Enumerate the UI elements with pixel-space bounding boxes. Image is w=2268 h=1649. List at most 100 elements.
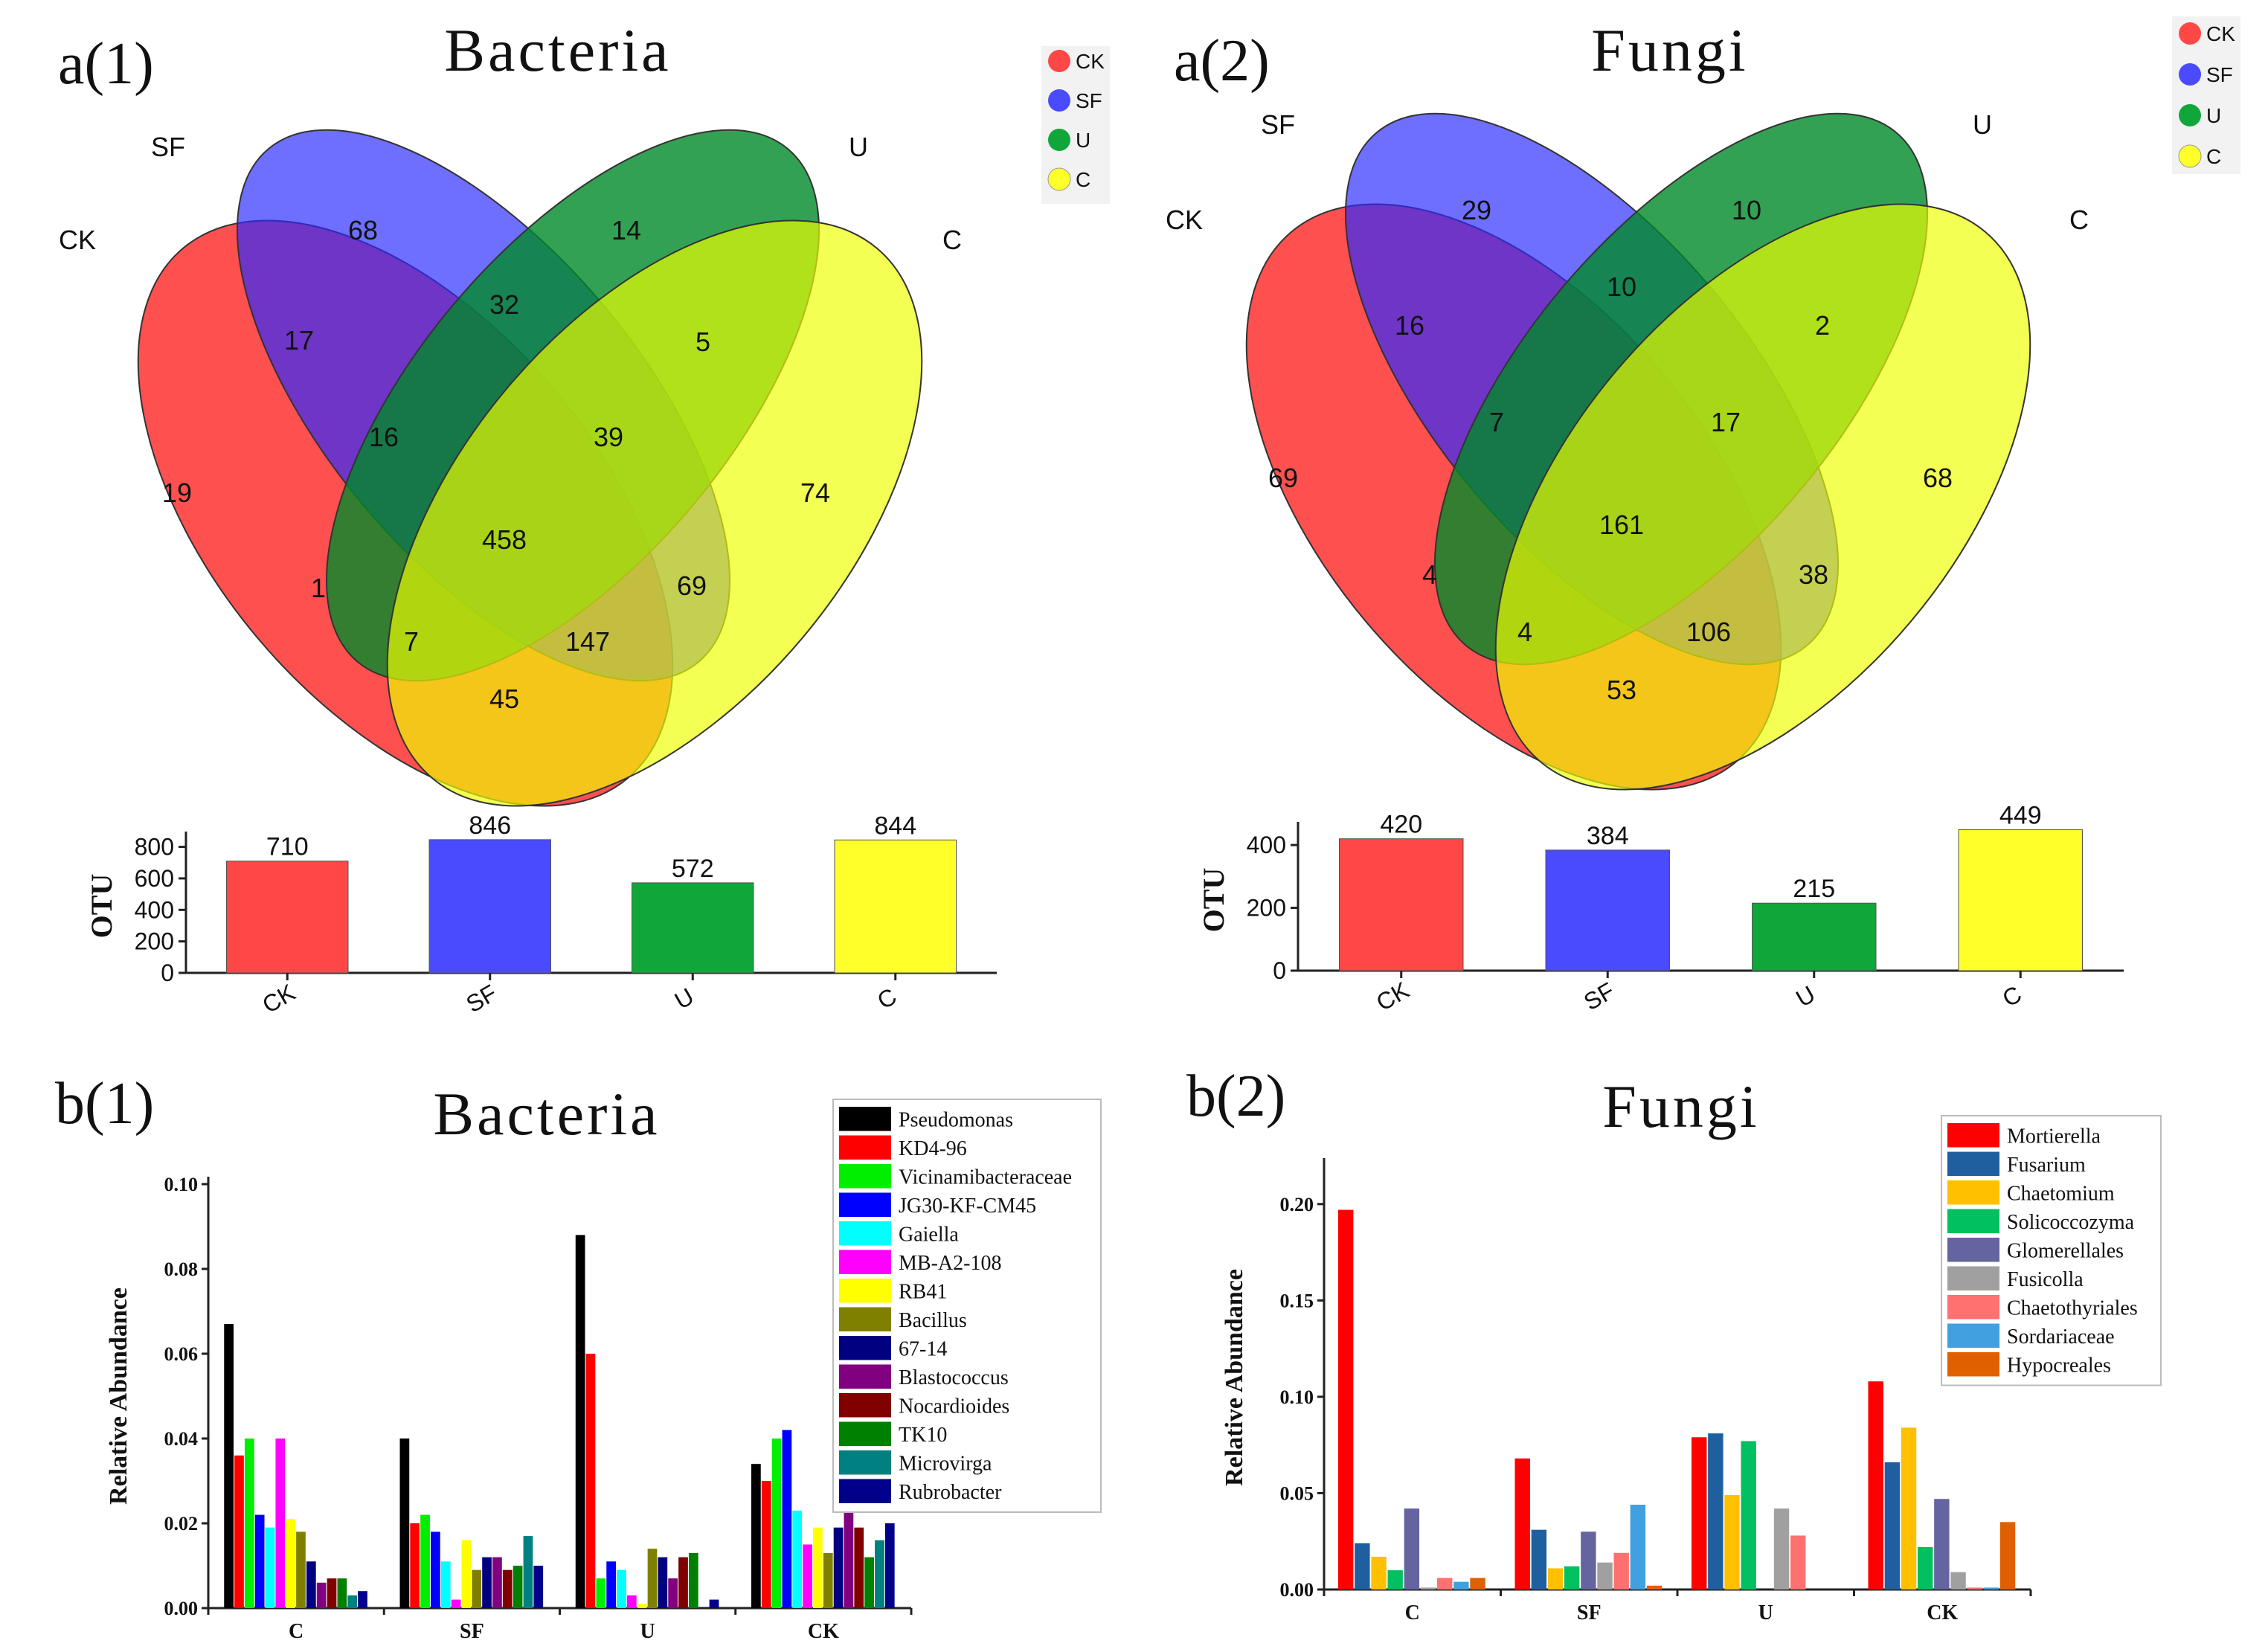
venn-region-count: 10 — [1607, 271, 1636, 302]
abundance-bar — [296, 1531, 306, 1608]
abundance-bar — [626, 1595, 637, 1608]
legend-swatch — [839, 1393, 891, 1418]
venn-legend-a1: CK SF U C — [1041, 46, 1110, 204]
legend-swatch — [839, 1221, 891, 1246]
venn-set-label: C — [2069, 205, 2089, 235]
venn-set-labels-a1: CK SF U C — [59, 132, 962, 255]
abundance-bar — [1868, 1381, 1883, 1589]
abundance-bar — [472, 1569, 482, 1608]
venn-region-count: 4 — [1517, 617, 1532, 647]
abundance-bar — [647, 1549, 658, 1608]
legend-label: Sordariaceae — [2007, 1325, 2115, 1349]
abundance-bar — [637, 1604, 647, 1608]
abundance-bar — [1630, 1505, 1646, 1589]
x-tick-label: SF — [462, 980, 501, 1018]
venn-region-count: 68 — [348, 215, 378, 245]
abundance-bar — [513, 1566, 523, 1608]
x-tick-label: C — [289, 1620, 303, 1643]
x-tick-label: CK — [1927, 1601, 1958, 1624]
venn-set-label: CK — [59, 225, 96, 255]
abundance-bar — [1950, 1572, 1966, 1589]
legend-label: U — [2206, 104, 2221, 127]
otu-data-label: 449 — [1999, 801, 2042, 829]
y-tick-label: 0.08 — [164, 1259, 199, 1280]
x-tick-label: U — [1758, 1601, 1773, 1624]
legend-label: Glomerellales — [2007, 1240, 2124, 1263]
panel-b1-bacteria-abundance: b(1) Bacteria 0.00 0.02 0.04 0.06 0.08 0.10 C S… — [55, 1071, 1102, 1643]
venn-region-count: 74 — [800, 478, 830, 508]
legend-label: SF — [2206, 63, 2233, 86]
legend-box — [832, 1099, 1102, 1513]
venn-region-counts-a2: 69 29 10 68 16 10 2 7 17 161 4 38 4 106 … — [1268, 195, 1953, 705]
abundance-bar — [337, 1578, 347, 1608]
legend-swatch — [1947, 1352, 1999, 1377]
abundance-bar — [1999, 1522, 2016, 1589]
abundance-bar — [254, 1514, 265, 1608]
abundance-bar — [751, 1464, 761, 1608]
venn-region-count: 17 — [284, 325, 314, 356]
legend-label: Fusarium — [2007, 1154, 2086, 1177]
legend-label: 67-14 — [899, 1338, 947, 1361]
abundance-bar-chart-fungi: 0.00 0.05 0.10 0.15 0.20 C SF U CK Relative Abund… — [1221, 1158, 2032, 1624]
panel-title-a2: Fungi — [1591, 16, 1748, 84]
legend-swatch — [1048, 50, 1070, 72]
abundance-bar — [875, 1540, 884, 1608]
venn-set-label: U — [849, 132, 868, 162]
abundance-bar — [358, 1591, 367, 1608]
legend-swatch — [2179, 104, 2201, 126]
abundance-bar — [617, 1569, 626, 1608]
abundance-bar — [1741, 1441, 1756, 1589]
legend-label: Chaetothyriales — [2007, 1297, 2138, 1320]
otu-data-label: 420 — [1380, 811, 1422, 839]
y-tick-label: 200 — [1247, 895, 1286, 922]
abundance-bar — [1918, 1547, 1933, 1589]
abundance-bar — [1773, 1508, 1790, 1589]
x-tick-label: C — [873, 983, 901, 1015]
abundance-bar — [844, 1510, 854, 1608]
otu-bar — [1958, 829, 2083, 971]
abundance-bar — [658, 1557, 668, 1608]
legend-swatch — [839, 1107, 891, 1131]
venn-region-counts-a1: 19 68 14 74 17 32 5 16 39 458 1 69 7 147… — [162, 215, 830, 714]
otu-bar — [834, 839, 957, 974]
venn-region-count: 69 — [1268, 463, 1298, 493]
venn-set-label: C — [942, 225, 962, 255]
legend-label: Gaiella — [899, 1224, 959, 1247]
abundance-bar-chart-bacteria: 0.00 0.02 0.04 0.06 0.08 0.10 C SF U CK Relative A… — [105, 1174, 913, 1643]
panel-a1-bacteria-venn: a(1) Bacteria CK SF U C 19 68 14 74 17 3… — [58, 16, 1110, 1018]
venn-ellipses-a1 — [137, 129, 923, 807]
legend-label: U — [1076, 129, 1090, 152]
abundance-bar — [1404, 1508, 1420, 1589]
otu-bar — [1545, 849, 1670, 971]
venn-region-count: 458 — [482, 524, 527, 555]
legend-label: C — [2206, 145, 2221, 168]
y-tick-label: 0.02 — [164, 1513, 199, 1534]
otu-bar-chart-bacteria: 0 200 400 600 800 710 CK 846 SF 572 U 844 C OTU — [85, 811, 997, 1018]
panel-a2-fungi-venn: a(2) Fungi CK SF U C 69 29 10 68 16 10 2… — [1166, 16, 2240, 1016]
abundance-bar — [1371, 1556, 1387, 1589]
otu-data-label: 384 — [1587, 822, 1629, 850]
x-tick-label: CK — [258, 979, 300, 1018]
legend-label: Solicoccozyma — [2007, 1211, 2135, 1234]
abundance-bar — [1547, 1568, 1564, 1589]
abundance-bar — [224, 1324, 234, 1608]
x-tick-label: U — [670, 983, 698, 1015]
venn-region-count: 1 — [311, 573, 326, 603]
abundance-bar — [1514, 1458, 1530, 1589]
legend-label: CK — [2206, 22, 2235, 45]
abundance-bar — [782, 1430, 792, 1608]
abundance-bar — [1790, 1535, 1806, 1589]
venn-set-labels-a2: CK SF U C — [1166, 109, 2089, 235]
legend-label: Vicinamibacteraceae — [899, 1166, 1072, 1189]
venn-region-count: 68 — [1923, 463, 1953, 493]
legend-swatch — [2179, 22, 2201, 45]
abundance-bar — [606, 1561, 617, 1608]
panel-label-a1: a(1) — [58, 31, 154, 97]
abundance-bar — [523, 1536, 533, 1608]
venn-region-count: 106 — [1686, 617, 1731, 647]
y-tick-label: 600 — [135, 865, 174, 892]
legend-swatch — [1047, 167, 1071, 191]
abundance-bar — [1646, 1585, 1663, 1589]
abundance-bar — [761, 1481, 771, 1608]
